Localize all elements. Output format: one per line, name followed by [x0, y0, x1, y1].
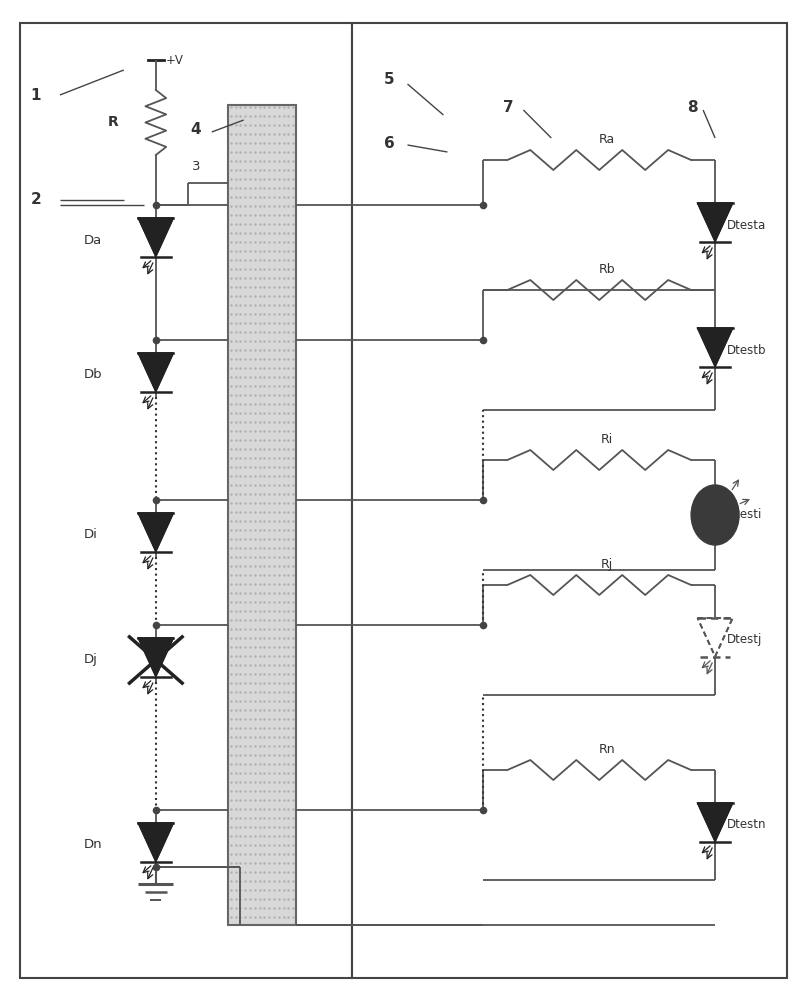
Text: 3: 3 [192, 160, 201, 173]
Text: 7: 7 [503, 100, 514, 114]
Text: +V: +V [166, 53, 184, 66]
Polygon shape [138, 638, 173, 676]
Text: Ri: Ri [601, 433, 614, 446]
Bar [228, 105, 296, 925]
Text: Dtestb: Dtestb [727, 344, 766, 357]
Text: R: R [108, 115, 118, 129]
Text: Ra: Ra [599, 133, 615, 146]
Bar [20, 23, 352, 978]
Text: 6: 6 [384, 135, 394, 150]
Text: Dj: Dj [84, 654, 97, 666]
Text: Da: Da [84, 233, 102, 246]
Text: Dn: Dn [84, 838, 102, 852]
Text: 8: 8 [687, 100, 698, 114]
Text: Db: Db [84, 368, 102, 381]
Polygon shape [698, 618, 733, 656]
Text: Dtesta: Dtesta [727, 219, 766, 232]
Text: Dtestj: Dtestj [727, 634, 762, 647]
Polygon shape [698, 203, 733, 241]
Polygon shape [138, 353, 173, 391]
Text: 5: 5 [384, 73, 394, 88]
Text: 2: 2 [30, 192, 41, 208]
Text: Dtesti: Dtesti [727, 508, 762, 522]
Text: Rb: Rb [599, 263, 615, 276]
Polygon shape [138, 513, 173, 552]
Polygon shape [698, 803, 733, 842]
Circle shape [691, 485, 739, 545]
Text: Rj: Rj [601, 558, 614, 571]
Bar [352, 23, 787, 978]
Text: Di: Di [84, 528, 97, 542]
Text: 4: 4 [190, 122, 201, 137]
Text: 1: 1 [30, 88, 41, 103]
Polygon shape [698, 328, 733, 366]
Polygon shape [138, 823, 173, 861]
Text: Dtestn: Dtestn [727, 818, 766, 832]
Polygon shape [138, 218, 173, 256]
Text: Rn: Rn [599, 743, 615, 756]
